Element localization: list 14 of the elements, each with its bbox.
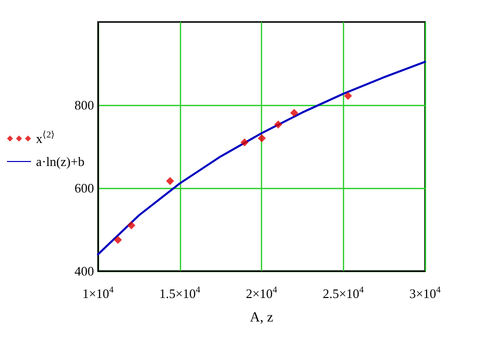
point: [274, 120, 282, 129]
y-tick-label: 800: [74, 98, 94, 112]
point: [240, 138, 248, 146]
point: [344, 92, 352, 100]
y-tick-label: 400: [74, 264, 94, 278]
point: [166, 176, 174, 185]
point: [114, 236, 122, 244]
y-tick-label: 600: [74, 180, 94, 196]
line-series: [97, 60, 426, 256]
point: [258, 134, 266, 142]
point: [127, 221, 136, 230]
x-axis-title: A, z: [250, 310, 274, 326]
point: [290, 108, 298, 117]
legend-label: a·ln(z)+b: [36, 154, 84, 169]
